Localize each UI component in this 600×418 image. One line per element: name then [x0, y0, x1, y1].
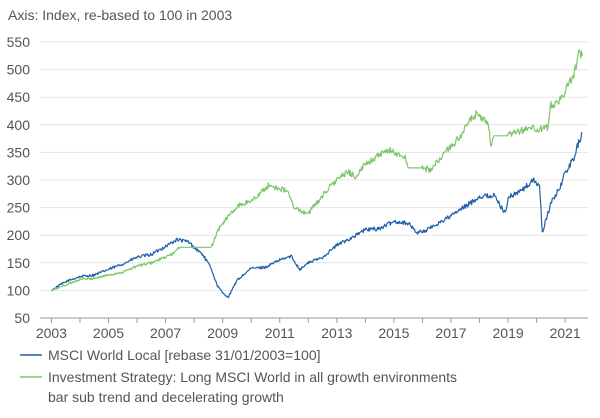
legend: MSCI World Local [rebase 31/01/2003=100]…	[20, 347, 457, 405]
y-tick-label: 500	[7, 62, 31, 78]
y-tick-label: 100	[7, 282, 31, 298]
y-tick-label: 250	[7, 200, 31, 216]
y-tick-label: 200	[7, 227, 31, 243]
y-tick-label: 400	[7, 117, 31, 133]
x-tick-label: 2005	[93, 325, 124, 341]
axis-title: Axis: Index, re-based to 100 in 2003	[8, 7, 232, 23]
legend-label-investment-strategy: Investment Strategy: Long MSCI World in …	[48, 369, 457, 405]
y-tick-label: 300	[7, 172, 31, 188]
legend-label-msci-world-local: MSCI World Local [rebase 31/01/2003=100]	[48, 347, 321, 363]
x-tick-label: 2021	[550, 325, 581, 341]
y-tick-label: 350	[7, 144, 31, 160]
x-tick-label: 2007	[150, 325, 181, 341]
x-tick-label: 2015	[378, 325, 409, 341]
legend-label-line: Investment Strategy: Long MSCI World in …	[48, 369, 457, 385]
x-tick-label: 2019	[493, 325, 524, 341]
axes	[40, 317, 588, 323]
x-axis-tick-labels: 2003 2005 2007 2009 2011 2013 2015 2017 2019 2021	[36, 325, 581, 341]
series-line-msci-world-local	[50, 132, 583, 299]
grid-lines	[40, 41, 588, 291]
y-tick-label: 50	[14, 310, 30, 326]
y-tick-label: 450	[7, 89, 31, 105]
series-lines	[50, 49, 583, 299]
x-tick-label: 2003	[36, 325, 67, 341]
y-axis-tick-labels: 50 100 150 200 250 300 350 400 450 500 550	[7, 34, 31, 326]
y-tick-label: 550	[7, 34, 31, 50]
x-tick-label: 2017	[435, 325, 466, 341]
x-tick-label: 2011	[265, 325, 295, 341]
y-tick-label: 150	[7, 255, 31, 271]
x-tick-label: 2009	[207, 325, 238, 341]
legend-label-line: bar sub trend and decelerating growth	[48, 389, 284, 405]
x-tick-label: 2013	[321, 325, 352, 341]
series-line-investment-strategy	[51, 49, 583, 292]
